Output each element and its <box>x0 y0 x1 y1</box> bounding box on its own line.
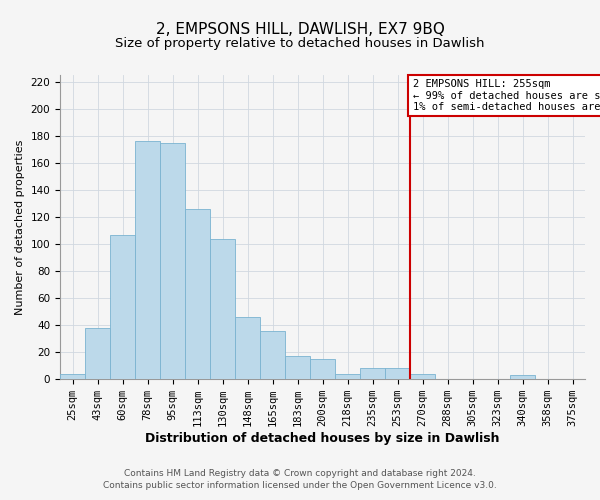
Text: 2, EMPSONS HILL, DAWLISH, EX7 9BQ: 2, EMPSONS HILL, DAWLISH, EX7 9BQ <box>155 22 445 38</box>
Bar <box>235 317 260 379</box>
Bar <box>160 142 185 379</box>
Bar <box>85 328 110 379</box>
Bar <box>260 330 285 379</box>
Bar <box>385 368 410 379</box>
Bar <box>60 374 85 379</box>
Bar <box>110 234 135 379</box>
Text: Contains public sector information licensed under the Open Government Licence v3: Contains public sector information licen… <box>103 481 497 490</box>
Bar <box>410 374 435 379</box>
X-axis label: Distribution of detached houses by size in Dawlish: Distribution of detached houses by size … <box>145 432 500 445</box>
Bar <box>285 356 310 379</box>
Bar <box>210 238 235 379</box>
Bar <box>135 142 160 379</box>
Text: Contains HM Land Registry data © Crown copyright and database right 2024.: Contains HM Land Registry data © Crown c… <box>124 468 476 477</box>
Bar <box>185 209 210 379</box>
Bar <box>310 359 335 379</box>
Bar <box>335 374 360 379</box>
Text: 2 EMPSONS HILL: 255sqm
← 99% of detached houses are smaller (849)
1% of semi-det: 2 EMPSONS HILL: 255sqm ← 99% of detached… <box>413 79 600 112</box>
Bar <box>510 375 535 379</box>
Text: Size of property relative to detached houses in Dawlish: Size of property relative to detached ho… <box>115 38 485 51</box>
Y-axis label: Number of detached properties: Number of detached properties <box>15 140 25 315</box>
Bar <box>360 368 385 379</box>
